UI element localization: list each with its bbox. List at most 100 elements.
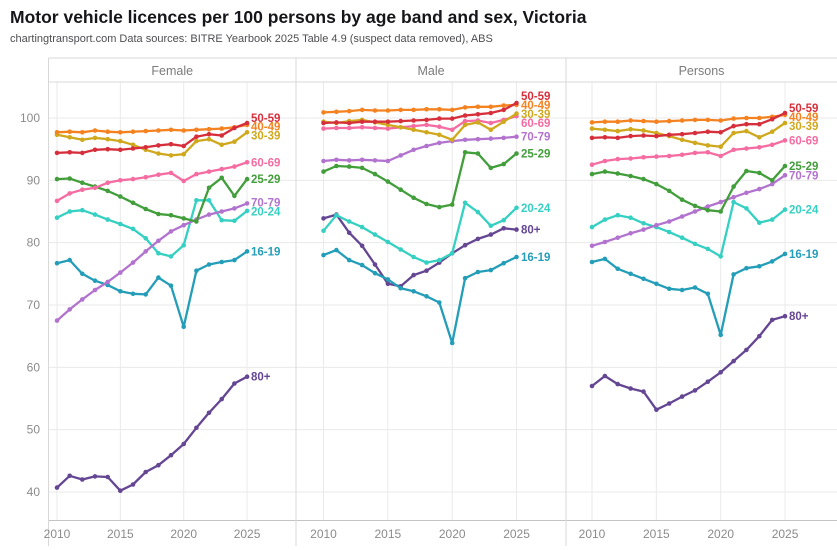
data-point[interactable] [398, 153, 404, 158]
data-point[interactable] [219, 259, 224, 265]
data-point[interactable] [92, 474, 98, 479]
data-point[interactable] [244, 130, 250, 135]
data-point[interactable] [219, 133, 224, 138]
data-point[interactable] [359, 243, 365, 249]
data-point[interactable] [615, 266, 620, 272]
data-point[interactable] [206, 126, 212, 132]
data-point[interactable] [206, 198, 212, 203]
data-point[interactable] [731, 272, 736, 277]
data-point[interactable] [437, 204, 442, 210]
data-point[interactable] [424, 122, 429, 128]
data-point[interactable] [130, 146, 136, 151]
data-point[interactable] [346, 125, 352, 131]
series-line[interactable] [591, 315, 786, 411]
data-point[interactable] [54, 485, 60, 490]
data-point[interactable] [411, 254, 416, 260]
data-point[interactable] [692, 130, 698, 136]
series-label-persons-50-59[interactable]: 50-59 [789, 103, 818, 115]
data-point[interactable] [488, 232, 494, 237]
data-point[interactable] [731, 147, 736, 153]
data-point[interactable] [372, 232, 378, 237]
data-point[interactable] [462, 275, 468, 281]
data-point[interactable] [679, 152, 685, 158]
data-point[interactable] [181, 128, 186, 133]
data-point[interactable] [488, 104, 494, 110]
series-male-20-24[interactable] [321, 200, 519, 265]
data-point[interactable] [130, 226, 136, 232]
data-point[interactable] [718, 199, 723, 205]
data-point[interactable] [168, 254, 174, 259]
data-point[interactable] [130, 200, 136, 206]
data-point[interactable] [411, 195, 416, 201]
data-point[interactable] [334, 157, 339, 163]
data-point[interactable] [67, 257, 72, 263]
data-point[interactable] [219, 396, 224, 402]
data-point[interactable] [679, 131, 685, 137]
data-point[interactable] [679, 118, 685, 123]
data-point[interactable] [194, 198, 199, 203]
data-point[interactable] [769, 317, 775, 323]
data-point[interactable] [206, 185, 212, 191]
data-point[interactable] [731, 130, 736, 136]
data-point[interactable] [232, 125, 237, 131]
data-point[interactable] [475, 120, 481, 125]
data-point[interactable] [372, 125, 378, 131]
data-point[interactable] [92, 147, 98, 153]
data-point[interactable] [143, 469, 148, 475]
data-point[interactable] [334, 212, 339, 218]
data-point[interactable] [692, 285, 698, 290]
data-point[interactable] [321, 110, 326, 115]
data-point[interactable] [437, 124, 442, 129]
data-point[interactable] [718, 332, 723, 338]
data-point[interactable] [346, 120, 352, 126]
series-label-female-60-69[interactable]: 60-69 [251, 157, 280, 169]
data-point[interactable] [589, 126, 595, 131]
data-point[interactable] [602, 256, 608, 262]
data-point[interactable] [757, 186, 762, 192]
data-point[interactable] [449, 202, 455, 207]
data-point[interactable] [692, 203, 698, 209]
data-point[interactable] [462, 105, 468, 110]
data-point[interactable] [143, 174, 148, 180]
data-point[interactable] [437, 116, 442, 121]
data-point[interactable] [628, 215, 633, 220]
data-point[interactable] [744, 265, 749, 271]
series-line[interactable] [591, 200, 786, 258]
data-point[interactable] [54, 130, 60, 135]
data-point[interactable] [514, 134, 519, 139]
data-point[interactable] [156, 275, 161, 280]
data-point[interactable] [615, 119, 620, 124]
data-point[interactable] [168, 170, 174, 176]
data-point[interactable] [194, 171, 199, 177]
data-point[interactable] [143, 236, 148, 241]
data-point[interactable] [769, 259, 775, 264]
data-point[interactable] [244, 208, 250, 214]
data-point[interactable] [194, 134, 199, 139]
data-point[interactable] [424, 201, 429, 207]
data-point[interactable] [757, 220, 762, 225]
series-female-60-69[interactable] [54, 160, 250, 204]
data-point[interactable] [321, 228, 326, 234]
series-line[interactable] [323, 213, 517, 288]
data-point[interactable] [80, 137, 85, 143]
data-point[interactable] [744, 347, 749, 353]
data-point[interactable] [654, 181, 659, 187]
data-point[interactable] [692, 117, 698, 123]
data-point[interactable] [181, 441, 186, 447]
data-point[interactable] [718, 153, 723, 159]
series-female-16-19[interactable] [54, 249, 250, 330]
data-point[interactable] [118, 147, 123, 153]
data-point[interactable] [654, 407, 659, 413]
data-point[interactable] [130, 291, 136, 297]
data-point[interactable] [437, 257, 442, 263]
data-point[interactable] [244, 374, 250, 380]
data-point[interactable] [641, 155, 646, 160]
data-point[interactable] [118, 194, 123, 199]
data-point[interactable] [372, 119, 378, 124]
series-persons-70-79[interactable] [589, 173, 788, 249]
data-point[interactable] [80, 180, 85, 186]
data-point[interactable] [67, 473, 72, 479]
data-point[interactable] [105, 188, 110, 194]
data-point[interactable] [372, 262, 378, 267]
data-point[interactable] [181, 324, 186, 330]
